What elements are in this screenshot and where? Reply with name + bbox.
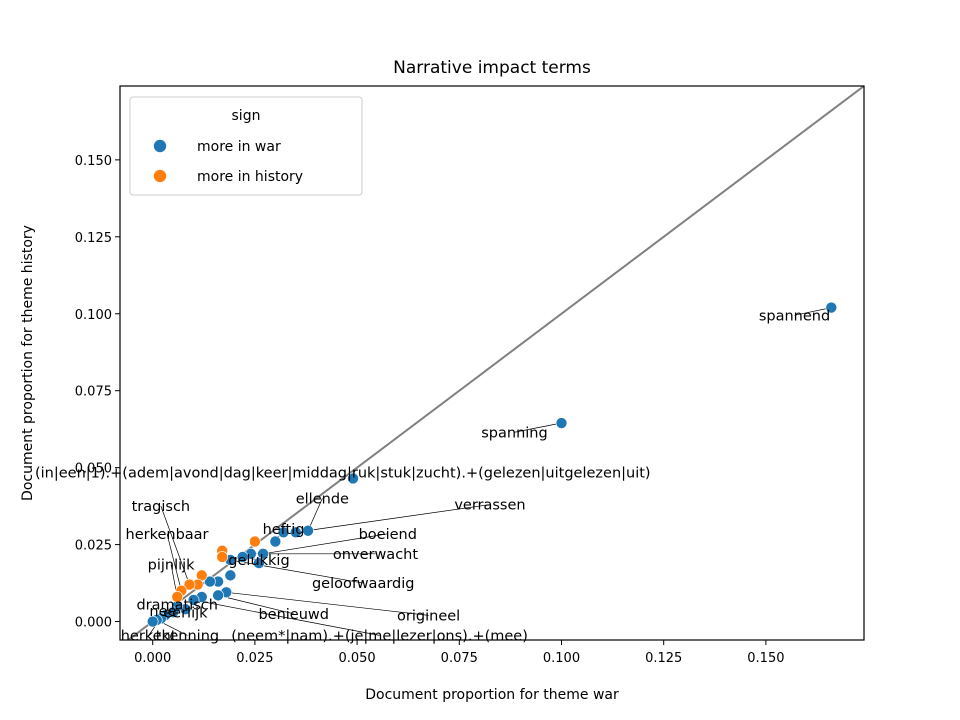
point-more-in-war: [204, 575, 216, 588]
point-label: heftig: [263, 522, 305, 538]
point-more-in-war: [289, 526, 302, 539]
point-more-in-war: [224, 569, 237, 582]
diagonal-layer: [127, 86, 864, 640]
point-more-in-war: [277, 526, 290, 539]
x-tick-label: 0.075: [441, 651, 478, 666]
y-tick-label: 0.075: [75, 385, 112, 400]
leader-line: [166, 533, 182, 591]
point-more-in-war: [212, 589, 224, 602]
point-label: origineel: [397, 608, 460, 624]
point-label: herkenbaar: [126, 527, 209, 543]
point-more-in-war: [146, 615, 159, 628]
point-label: nee: [149, 604, 176, 620]
point-more-in-war: [347, 472, 359, 485]
leader-line: [226, 591, 429, 616]
point-label: (in|een|1).+(adem|avond|dag|keer|middag|…: [35, 465, 651, 481]
y-tick-label: 0.000: [75, 616, 112, 631]
point-layer: [146, 301, 838, 628]
leader-line: [307, 498, 323, 531]
leader-line: [160, 505, 190, 585]
legend-marker-more-in-war: [153, 139, 167, 153]
point-more-in-war: [555, 417, 568, 429]
leader-line: [230, 559, 364, 584]
x-tick-label: 0.150: [747, 651, 784, 666]
point-label: spanning: [481, 425, 547, 441]
leader-line-layer: [148, 307, 832, 636]
point-label: gelukkig: [228, 553, 289, 569]
leader-line: [794, 307, 832, 316]
point-label-layer: spannend spanning (in|een|1).+(adem|avond|…: [35, 308, 830, 644]
x-tick-label: 0.125: [645, 651, 682, 666]
legend: sign more in war more in history: [129, 96, 363, 196]
point-more-in-war: [269, 535, 282, 548]
point-label: tkenning: [156, 628, 219, 644]
y-tick-label: 0.025: [75, 539, 112, 554]
legend-title: sign: [232, 108, 261, 124]
chart-title: Narrative impact terms: [393, 58, 591, 78]
plot-frame: [119, 85, 865, 641]
point-label: pijnlijk: [148, 558, 196, 574]
x-axis-title: Document proportion for theme war: [365, 687, 619, 703]
y-tick-label: 0.125: [75, 231, 112, 246]
point-label: tragisch: [132, 499, 190, 515]
point-more-in-history: [183, 578, 196, 591]
point-more-in-history: [249, 535, 261, 548]
point-more-in-war: [236, 551, 249, 563]
legend-label-more-in-war: more in war: [197, 139, 281, 155]
leader-line: [295, 504, 491, 533]
y-axis-title: Document proportion for theme history: [20, 225, 36, 501]
point-label: geloofwaardig: [312, 576, 415, 592]
diagonal-line: [127, 86, 864, 640]
point-more-in-war: [187, 594, 200, 606]
leader-line: [263, 533, 388, 555]
point-label: dramatisch: [136, 598, 218, 614]
point-more-in-history: [216, 551, 228, 563]
point-label: ellende: [296, 491, 349, 507]
point-label: (neem*|nam).+(je|me|lezer|ons).+(mee): [231, 628, 528, 644]
point-more-in-war: [825, 301, 838, 314]
point-more-in-war: [253, 557, 265, 569]
point-label: benieuwd: [258, 607, 329, 623]
leader-line: [193, 599, 380, 636]
leader-line: [218, 595, 294, 615]
y-axis-ticks: 0.000 0.025 0.050 0.075 0.100 0.125 0.150: [75, 154, 120, 631]
y-tick-label: 0.150: [75, 154, 112, 169]
point-label: onverwacht: [333, 547, 418, 563]
y-tick-label: 0.050: [75, 462, 112, 477]
legend-box: [129, 96, 363, 196]
x-axis-ticks: 0.000 0.025 0.050 0.075 0.100 0.125 0.150: [134, 640, 784, 666]
x-tick-label: 0.050: [338, 651, 375, 666]
x-tick-label: 0.025: [236, 651, 273, 666]
x-tick-label: 0.000: [134, 651, 171, 666]
point-label: boeiend: [359, 527, 417, 543]
point-more-in-history: [171, 591, 184, 603]
point-label: verrassen: [454, 498, 525, 514]
point-label: spannend: [759, 308, 830, 324]
x-tick-label: 0.100: [543, 651, 580, 666]
point-label: eerlijk: [163, 605, 208, 621]
legend-label-more-in-history: more in history: [197, 169, 303, 185]
legend-marker-more-in-history: [153, 169, 167, 183]
point-more-in-war: [302, 524, 314, 537]
leader-line: [514, 422, 562, 433]
y-tick-label: 0.100: [75, 308, 112, 323]
